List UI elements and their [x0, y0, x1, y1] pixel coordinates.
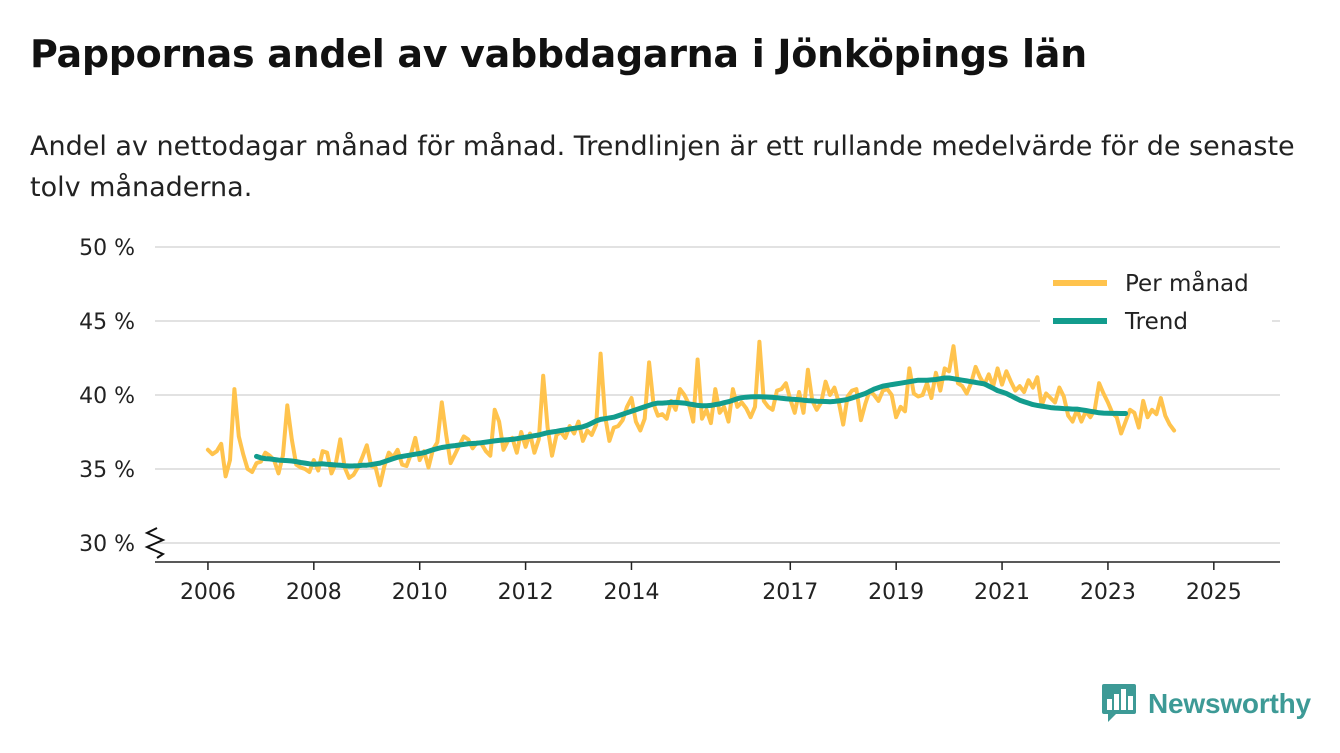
legend-background — [1040, 262, 1272, 344]
y-tick-label: 35 % — [79, 458, 135, 483]
y-tick-label: 50 % — [79, 236, 135, 261]
chart-subtitle: Andel av nettodagar månad för månad. Tre… — [30, 131, 1295, 203]
line-chart: 30 % 35 % 40 % 45 % 50 % 2006 2008 2010 2012 201… — [79, 236, 1280, 605]
legend-label: Trend — [1124, 309, 1188, 335]
x-tick-label: 2012 — [498, 580, 554, 605]
legend-label: Per månad — [1125, 269, 1249, 297]
axis-break-icon — [144, 527, 166, 559]
x-tick-label: 2019 — [868, 580, 924, 605]
x-tick-label: 2014 — [603, 580, 659, 605]
data-series — [205, 339, 1177, 488]
x-tick-label: 2021 — [974, 580, 1030, 605]
x-tick-label: 2025 — [1186, 580, 1242, 605]
y-tick-label: 40 % — [79, 384, 135, 409]
brand-name: Newsworthy — [1148, 688, 1311, 719]
legend: Per månad Trend — [1040, 262, 1272, 344]
brand-logo: Newsworthy — [1102, 683, 1311, 725]
series-line-trend — [254, 375, 1129, 469]
x-tick-label: 2017 — [762, 580, 818, 605]
y-axis-tick-labels: 30 % 35 % 40 % 45 % 50 % — [79, 236, 135, 557]
y-tick-label: 30 % — [79, 532, 135, 557]
y-tick-label: 45 % — [79, 310, 135, 335]
newsworthy-logo-icon — [1102, 684, 1136, 722]
x-tick-label: 2010 — [392, 580, 448, 605]
x-tick-label: 2008 — [286, 580, 342, 605]
x-axis — [144, 527, 1280, 563]
x-tick-label: 2023 — [1080, 580, 1136, 605]
chart-title: Pappornas andel av vabbdagarna i Jönköpi… — [30, 32, 1087, 76]
x-axis-tick-labels: 2006 2008 2010 2012 2014 2017 2019 2021 2023 2025 — [180, 562, 1242, 605]
x-tick-label: 2006 — [180, 580, 236, 605]
series-line-per-manad — [205, 339, 1177, 488]
